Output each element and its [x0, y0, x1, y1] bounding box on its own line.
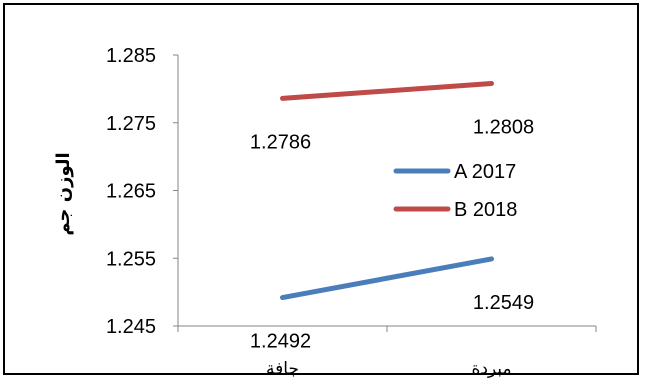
data-label: 1.2492	[250, 331, 311, 353]
y-axis-title: الوزن جم	[53, 152, 74, 235]
x-category-label: جافة	[266, 359, 299, 378]
legend: A 2017 B 2018	[393, 161, 517, 221]
legend-label: A 2017	[454, 161, 516, 183]
axes	[177, 55, 596, 327]
series-line-a	[280, 256, 494, 301]
series-line-b	[280, 80, 494, 101]
y-tick-label: 1.275	[106, 113, 156, 135]
chart-frame	[3, 3, 639, 375]
y-tick-label: 1.245	[106, 316, 156, 338]
legend-label: B 2018	[454, 199, 517, 221]
y-tick-labels: 1.285 1.275 1.265 1.255 1.245	[106, 45, 178, 338]
data-labels: 1.2492 1.2549 1.2786 1.2808	[250, 116, 534, 352]
data-label: 1.2786	[250, 131, 311, 153]
data-label: 1.2549	[473, 292, 534, 314]
data-label: 1.2808	[473, 116, 534, 138]
y-tick-label: 1.255	[106, 248, 156, 270]
y-tick-label: 1.265	[106, 181, 156, 203]
x-category-label: مبردة	[471, 359, 511, 378]
series-lines	[280, 80, 494, 301]
y-tick-label: 1.285	[106, 45, 156, 67]
x-category-labels: جافة مبردة	[177, 326, 597, 378]
